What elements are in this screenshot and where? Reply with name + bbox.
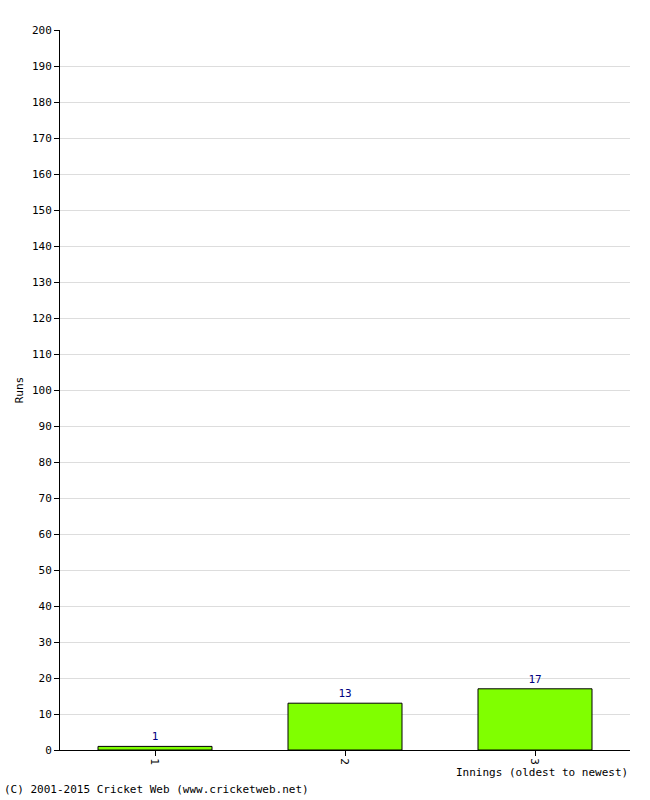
svg-text:10: 10: [39, 708, 52, 721]
svg-text:70: 70: [39, 492, 52, 505]
svg-text:40: 40: [39, 600, 52, 613]
svg-text:160: 160: [32, 168, 52, 181]
svg-text:90: 90: [39, 420, 52, 433]
svg-text:13: 13: [338, 687, 351, 700]
svg-text:180: 180: [32, 96, 52, 109]
svg-text:130: 130: [32, 276, 52, 289]
svg-text:170: 170: [32, 132, 52, 145]
svg-text:100: 100: [32, 384, 52, 397]
svg-text:1: 1: [152, 730, 159, 743]
svg-text:140: 140: [32, 240, 52, 253]
svg-text:1: 1: [148, 758, 161, 765]
svg-text:80: 80: [39, 456, 52, 469]
svg-text:20: 20: [39, 672, 52, 685]
svg-text:17: 17: [528, 673, 541, 686]
svg-text:0: 0: [45, 744, 52, 757]
svg-text:Runs: Runs: [13, 377, 26, 404]
svg-text:30: 30: [39, 636, 52, 649]
svg-text:60: 60: [39, 528, 52, 541]
svg-text:3: 3: [528, 758, 541, 765]
svg-text:190: 190: [32, 60, 52, 73]
svg-text:Innings (oldest to newest): Innings (oldest to newest): [456, 766, 628, 779]
svg-text:2: 2: [338, 758, 351, 765]
svg-text:150: 150: [32, 204, 52, 217]
svg-text:120: 120: [32, 312, 52, 325]
svg-text:200: 200: [32, 24, 52, 37]
svg-text:50: 50: [39, 564, 52, 577]
svg-text:(C) 2001-2015 Cricket Web (www: (C) 2001-2015 Cricket Web (www.cricketwe…: [4, 783, 309, 796]
svg-text:110: 110: [32, 348, 52, 361]
